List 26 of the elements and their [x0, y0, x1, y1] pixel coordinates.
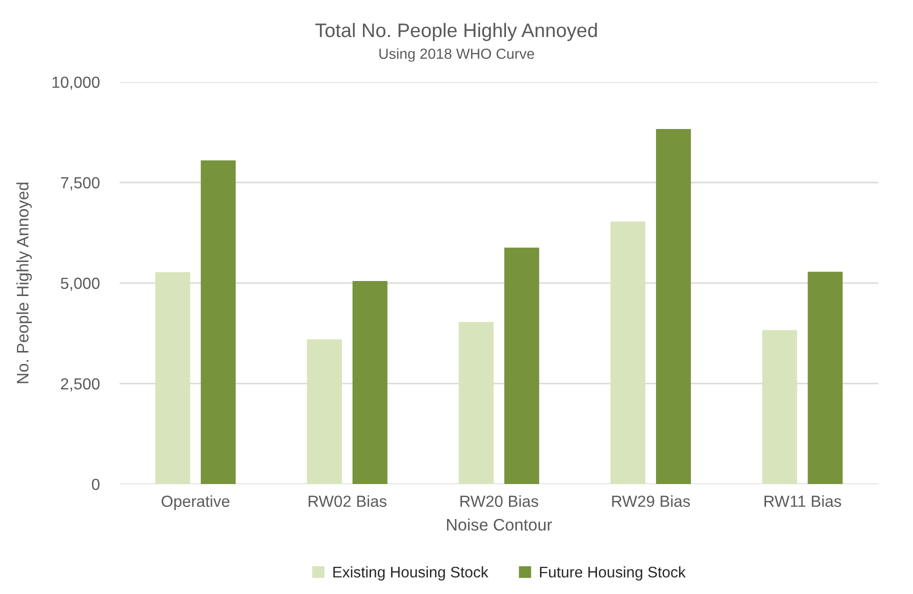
bar: [307, 339, 342, 484]
x-tick-label: RW02 Bias: [308, 495, 386, 507]
bar: [155, 272, 190, 484]
x-tick-label: RW11 Bias: [764, 495, 842, 507]
y-tick-label: 5,000: [60, 278, 100, 291]
bar: [762, 330, 798, 484]
x-axis-title: Noise Contour: [447, 518, 552, 531]
bar: [352, 281, 388, 484]
chart-title: Total No. People Highly Annoyed: [315, 22, 597, 42]
x-tick-label: Operative: [162, 495, 230, 510]
y-tick-label: 10,000: [52, 76, 100, 90]
x-tick-label: RW20 Bias: [460, 495, 538, 507]
legend-label: Existing Housing Stock: [333, 566, 488, 581]
y-tick-label: 7,500: [61, 177, 100, 190]
bar: [458, 322, 494, 484]
y-tick-label: 0: [92, 478, 100, 490]
legend-label: Future Housing Stock: [540, 566, 686, 581]
bar: [504, 248, 540, 484]
x-tick-label: RW29 Bias: [612, 495, 690, 507]
bar: [200, 160, 236, 484]
chart-subtitle: Using 2018 WHO Curve: [379, 48, 534, 62]
bar: [656, 129, 691, 484]
y-tick-label: 2,500: [60, 378, 100, 392]
bar: [610, 222, 646, 484]
y-axis-title: No. People Highly Annoyed: [16, 182, 32, 384]
bar: [808, 272, 843, 484]
